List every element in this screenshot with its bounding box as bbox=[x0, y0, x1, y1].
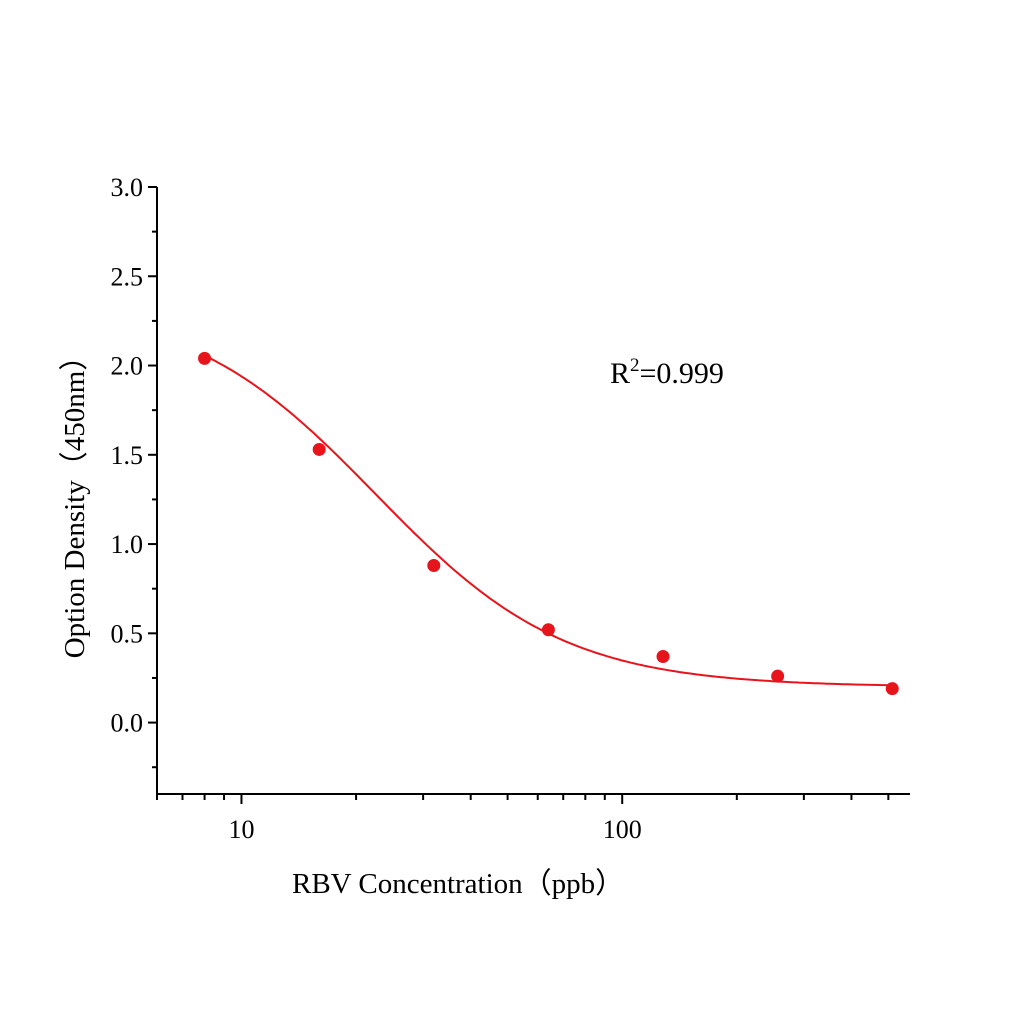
y-tick-label: 2.0 bbox=[111, 352, 144, 381]
x-tick-label: 10 bbox=[228, 815, 254, 844]
data-point bbox=[656, 650, 670, 664]
y-tick-label: 1.5 bbox=[111, 441, 144, 470]
data-point bbox=[541, 623, 555, 637]
data-point bbox=[198, 351, 212, 365]
annotation-r-squared: R2=0.999 bbox=[610, 355, 724, 390]
data-point bbox=[427, 558, 441, 572]
y-tick-label: 0.5 bbox=[111, 619, 144, 648]
data-point bbox=[771, 669, 785, 683]
y-tick-label: 0.0 bbox=[111, 709, 144, 738]
y-tick-label: 2.5 bbox=[111, 262, 144, 291]
data-point bbox=[885, 682, 899, 696]
data-points bbox=[198, 351, 899, 696]
axes: 0.0 0.5 1.0 1.5 2.0 2.5 3.0 10 100 bbox=[111, 173, 910, 844]
y-tick-label: 1.0 bbox=[111, 530, 144, 559]
y-tick-label: 3.0 bbox=[111, 173, 144, 202]
data-point bbox=[312, 442, 326, 456]
x-axis-label: RBV Concentration（ppb） bbox=[292, 868, 624, 900]
x-tick-label: 100 bbox=[603, 815, 642, 844]
y-axis-label: Option Density（450nm） bbox=[59, 342, 91, 659]
